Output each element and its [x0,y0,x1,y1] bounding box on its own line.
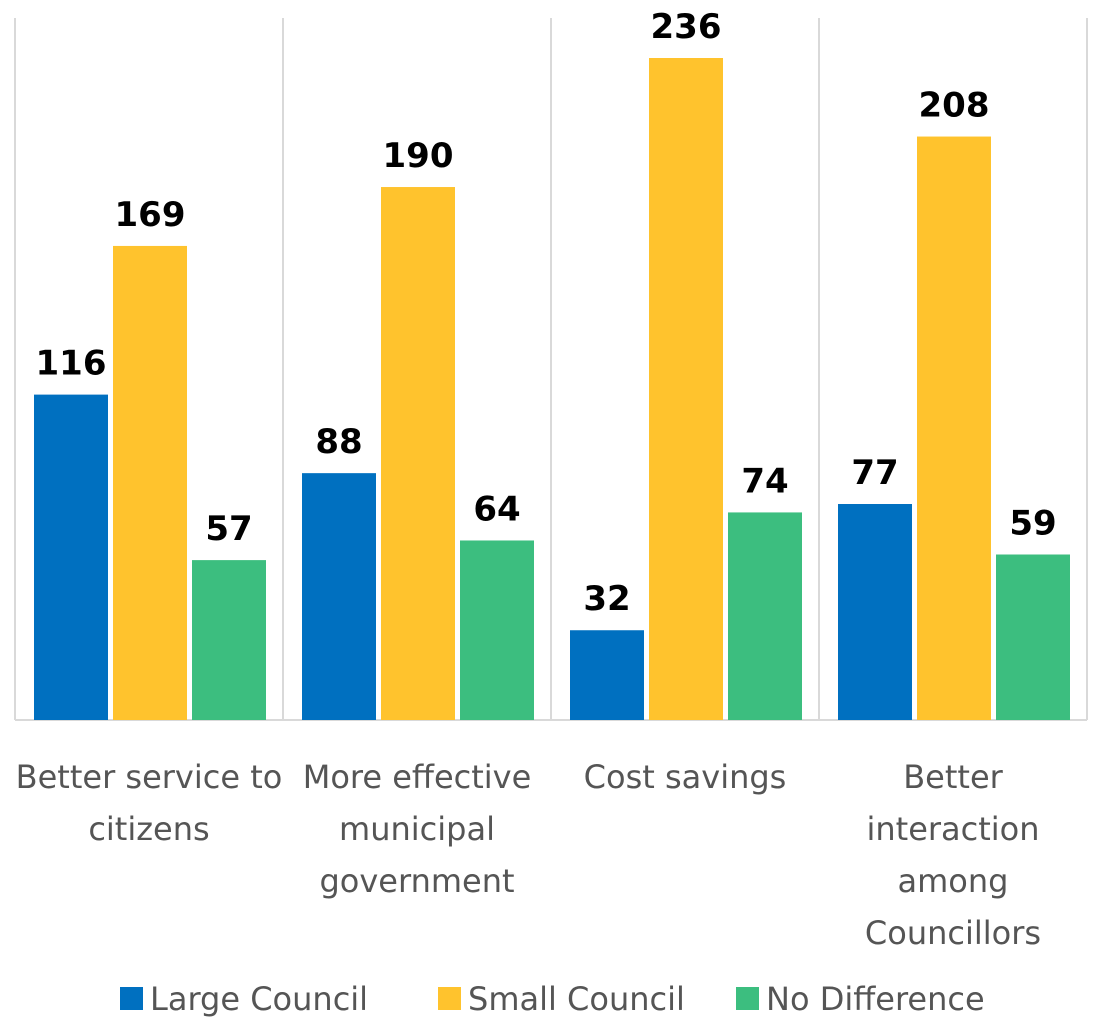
bar-large-council [34,394,108,720]
legend-swatch [438,987,461,1010]
data-label: 208 [919,86,990,126]
bar-no-difference [460,540,534,720]
bar-large-council [570,630,644,720]
legend-label: Small Council [468,980,685,1017]
category-label: Better service to citizens [16,758,283,848]
data-label: 32 [583,579,630,619]
bar-large-council [302,473,376,720]
legend: Large Council Small Council No Difference [120,980,985,1017]
data-label: 59 [1009,504,1056,544]
bar-small-council [381,187,455,720]
bar-small-council [649,58,723,720]
bar-large-council [838,504,912,720]
bars [34,58,1070,721]
data-label: 64 [473,489,520,529]
data-label: 169 [115,195,186,235]
data-label: 88 [315,422,362,462]
category-label: Cost savings [584,758,787,796]
data-label: 236 [651,7,722,47]
legend-label: Large Council [150,980,368,1017]
data-label: 77 [851,453,898,493]
data-label: 116 [36,344,107,384]
bar-no-difference [996,554,1070,720]
data-label: 57 [205,509,252,549]
bar-small-council [113,245,187,720]
category-label: Better interaction among Councillors [865,758,1041,952]
data-labels: 116 169 57 88 190 64 32 236 74 77 208 59 [36,7,1057,619]
bar-small-council [917,136,991,721]
legend-label: No Difference [766,980,985,1017]
legend-swatch [736,987,759,1010]
bar-no-difference [192,560,266,720]
data-label: 190 [383,136,454,176]
data-label: 74 [741,461,788,501]
legend-swatch [120,987,143,1010]
bar-no-difference [728,512,802,720]
category-label: More effective municipal government [303,758,532,900]
